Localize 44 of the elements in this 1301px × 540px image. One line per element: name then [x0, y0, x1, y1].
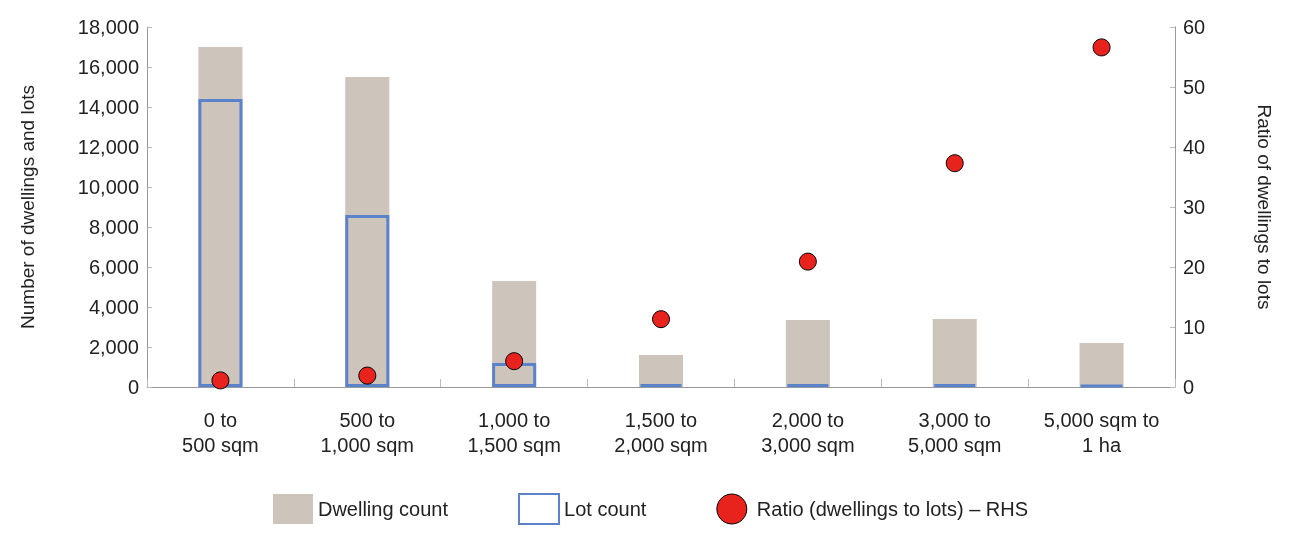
y-tick-label: 8,000 [88, 216, 139, 238]
point [211, 371, 230, 390]
y-tick-label: 6,000 [88, 256, 139, 278]
x-tick-label: 0 to 500 sqm [182, 408, 259, 456]
y2-tick-label: 50 [1183, 76, 1206, 98]
y2-tick-label: 40 [1183, 136, 1206, 158]
x-tick-label: 3,000 to 5,000 sqm [908, 408, 1002, 456]
point [358, 366, 377, 385]
y-tick-label: 14,000 [77, 96, 139, 118]
point [505, 352, 524, 371]
y2-tick-label: 30 [1183, 196, 1206, 218]
bar [198, 99, 243, 387]
bar [1079, 343, 1124, 387]
bar [785, 320, 830, 387]
y-tick-label: 16,000 [77, 56, 139, 78]
bar [638, 355, 684, 387]
y2-axis-title: Ratio of dwellings to lots [1254, 104, 1275, 310]
y-tick-label: 0 [127, 376, 139, 398]
y2-tick-label: 0 [1183, 376, 1195, 398]
y-tick-label: 2,000 [88, 336, 139, 358]
x-tick-label: 5,000 sqm to 1 ha [1043, 408, 1160, 456]
y2-tick-label: 60 [1183, 16, 1206, 38]
x-tick-label: 1,000 to 1,500 sqm [467, 408, 561, 456]
y2-tick-label: 10 [1183, 316, 1206, 338]
x-tick-label: 500 to 1,000 sqm [320, 408, 414, 456]
bar [345, 215, 390, 387]
point [652, 310, 670, 329]
legend-label: Dwelling count [317, 498, 449, 520]
point [945, 154, 964, 173]
bar [492, 363, 537, 387]
y-tick-label: 18,000 [77, 16, 139, 38]
legend-label: Lot count [564, 498, 647, 520]
bar [345, 77, 390, 387]
point [798, 252, 817, 271]
point [1092, 38, 1111, 57]
x-tick-label: 2,000 to 3,000 sqm [761, 408, 855, 456]
y-tick-label: 12,000 [77, 136, 139, 158]
x-tick-label: 1,500 to 2,000 sqm [614, 408, 708, 456]
y-tick-label: 4,000 [88, 296, 139, 318]
bar [932, 319, 977, 387]
legend-label: Ratio (dwellings to lots) – RHS [756, 498, 1029, 520]
y-tick-label: 10,000 [77, 176, 139, 198]
y2-tick-label: 20 [1183, 256, 1206, 278]
y-axis-title: Number of dwellings and lots [17, 85, 38, 329]
